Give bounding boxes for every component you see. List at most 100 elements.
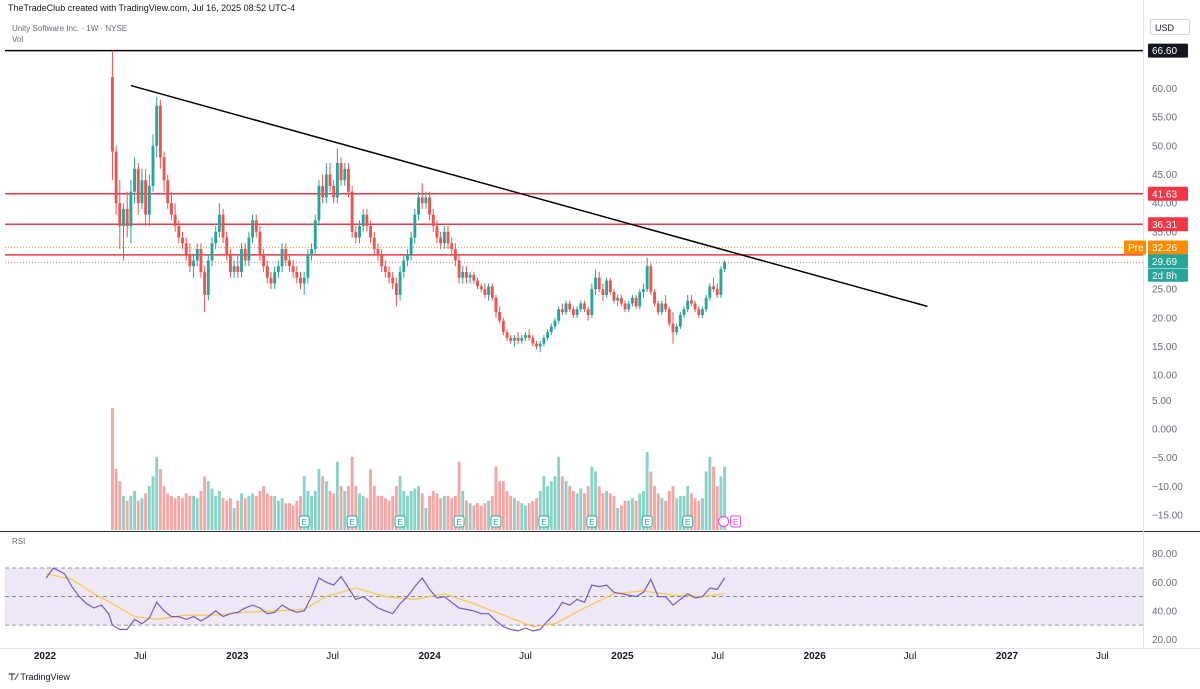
candle-body xyxy=(409,237,413,255)
candle-body xyxy=(468,274,472,278)
last-price-tag-text: 29.69 xyxy=(1152,257,1177,268)
candle-body xyxy=(428,197,432,215)
candle-body xyxy=(487,286,491,295)
volume-bar xyxy=(177,495,181,530)
earnings-marker-label: E xyxy=(644,518,649,527)
pre-price-tag-box xyxy=(1148,240,1188,255)
volume-bar xyxy=(122,495,125,530)
price-tick-label: 15.00 xyxy=(1152,342,1177,353)
volume-bar xyxy=(465,500,468,530)
candle-body xyxy=(524,335,527,338)
candle-body xyxy=(653,292,656,304)
candle-body xyxy=(369,226,373,238)
candle-body xyxy=(642,289,645,293)
candle-body xyxy=(538,343,542,347)
volume-bar xyxy=(675,498,679,530)
volume-bar xyxy=(442,495,446,530)
countdown-tag-text: 2d 8h xyxy=(1152,271,1177,282)
candle-body xyxy=(173,214,177,227)
trendline-group[interactable] xyxy=(130,84,928,308)
candle-body xyxy=(723,262,727,270)
volume-bar xyxy=(450,498,454,530)
symbol-title[interactable]: Unity Software Inc. · 1W · NYSE xyxy=(12,24,128,33)
candle-body xyxy=(623,303,627,310)
candle-body xyxy=(354,231,358,238)
candle-body xyxy=(151,145,155,186)
horizontal-levels[interactable] xyxy=(5,49,1143,263)
volume-bar xyxy=(133,490,136,530)
footer-brand[interactable]: ⊤⁄ TradingView xyxy=(8,672,70,683)
candle-body xyxy=(645,266,649,290)
volume-bar xyxy=(269,495,273,530)
candle-body xyxy=(630,297,634,304)
countdown-tag-box xyxy=(1148,268,1188,282)
candle-body xyxy=(704,297,708,310)
volume-bar xyxy=(240,493,243,530)
volume-bar xyxy=(579,488,583,530)
candle-body xyxy=(424,197,428,204)
volume-bar xyxy=(612,495,616,530)
rsi-pane[interactable]: 80.00 60.00 40.00 20.00 xyxy=(5,549,1177,646)
volume-label[interactable]: Vol xyxy=(12,35,24,44)
volume-bar xyxy=(409,490,413,530)
candle-body xyxy=(195,249,199,261)
volume-bar xyxy=(583,493,586,530)
candle-body xyxy=(660,303,664,313)
volume-bar xyxy=(147,486,151,530)
level-tag-text: 66.60 xyxy=(1152,46,1177,57)
candle-body xyxy=(147,185,151,215)
volume-bar xyxy=(413,488,417,530)
volume-bar xyxy=(306,490,310,530)
time-axis[interactable]: 2022 Jul 2023 Jul 2024 Jul 2025 Jul 2026 Jul 2027 J… xyxy=(34,651,1109,662)
candle-body xyxy=(184,243,188,255)
candle-body xyxy=(542,337,546,344)
candle-body xyxy=(446,231,450,244)
level-tag-box xyxy=(1148,217,1188,232)
volume-bar xyxy=(520,503,524,530)
candle-body xyxy=(568,303,572,310)
volume-bar xyxy=(723,466,727,530)
candle-body xyxy=(413,214,417,238)
volume-bar xyxy=(265,493,269,530)
candlestick-series[interactable] xyxy=(110,50,727,353)
rsi-label[interactable]: RSI xyxy=(12,537,26,546)
level-tag-box xyxy=(1148,186,1188,201)
volume-bar xyxy=(295,500,299,530)
volume-bar xyxy=(439,498,443,530)
footer-brand-text: TradingView xyxy=(20,672,70,682)
volume-bar xyxy=(457,461,461,530)
candle-body xyxy=(335,163,339,198)
volume-bar xyxy=(262,486,266,530)
rsi-line xyxy=(45,567,726,632)
candle-body xyxy=(627,303,631,310)
volume-bar xyxy=(343,490,347,530)
candle-body xyxy=(398,271,402,295)
volume-bar xyxy=(660,498,664,530)
candle-body xyxy=(549,326,553,333)
earnings-marker xyxy=(394,515,406,528)
candle-body xyxy=(442,231,446,244)
candle-body xyxy=(715,289,719,295)
volume-bar xyxy=(642,490,645,530)
candle-body xyxy=(210,243,214,261)
volume-bar xyxy=(361,495,365,530)
candle-body xyxy=(560,309,564,313)
volume-bar xyxy=(693,498,697,530)
candle-body xyxy=(505,332,509,338)
candle-body xyxy=(162,157,166,181)
time-tick-label: Jul xyxy=(904,651,917,662)
candle-body xyxy=(125,208,129,227)
candle-body xyxy=(273,271,277,284)
candle-body xyxy=(114,151,118,204)
volume-bar xyxy=(630,498,634,530)
volume-bar xyxy=(199,490,203,530)
candle-body xyxy=(265,266,269,278)
candle-body xyxy=(579,303,583,310)
candle-body xyxy=(638,292,642,307)
candle-body xyxy=(675,326,679,333)
candle-body xyxy=(361,214,365,227)
currency-button[interactable]: USD xyxy=(1150,19,1190,35)
volume-bar xyxy=(251,493,255,530)
